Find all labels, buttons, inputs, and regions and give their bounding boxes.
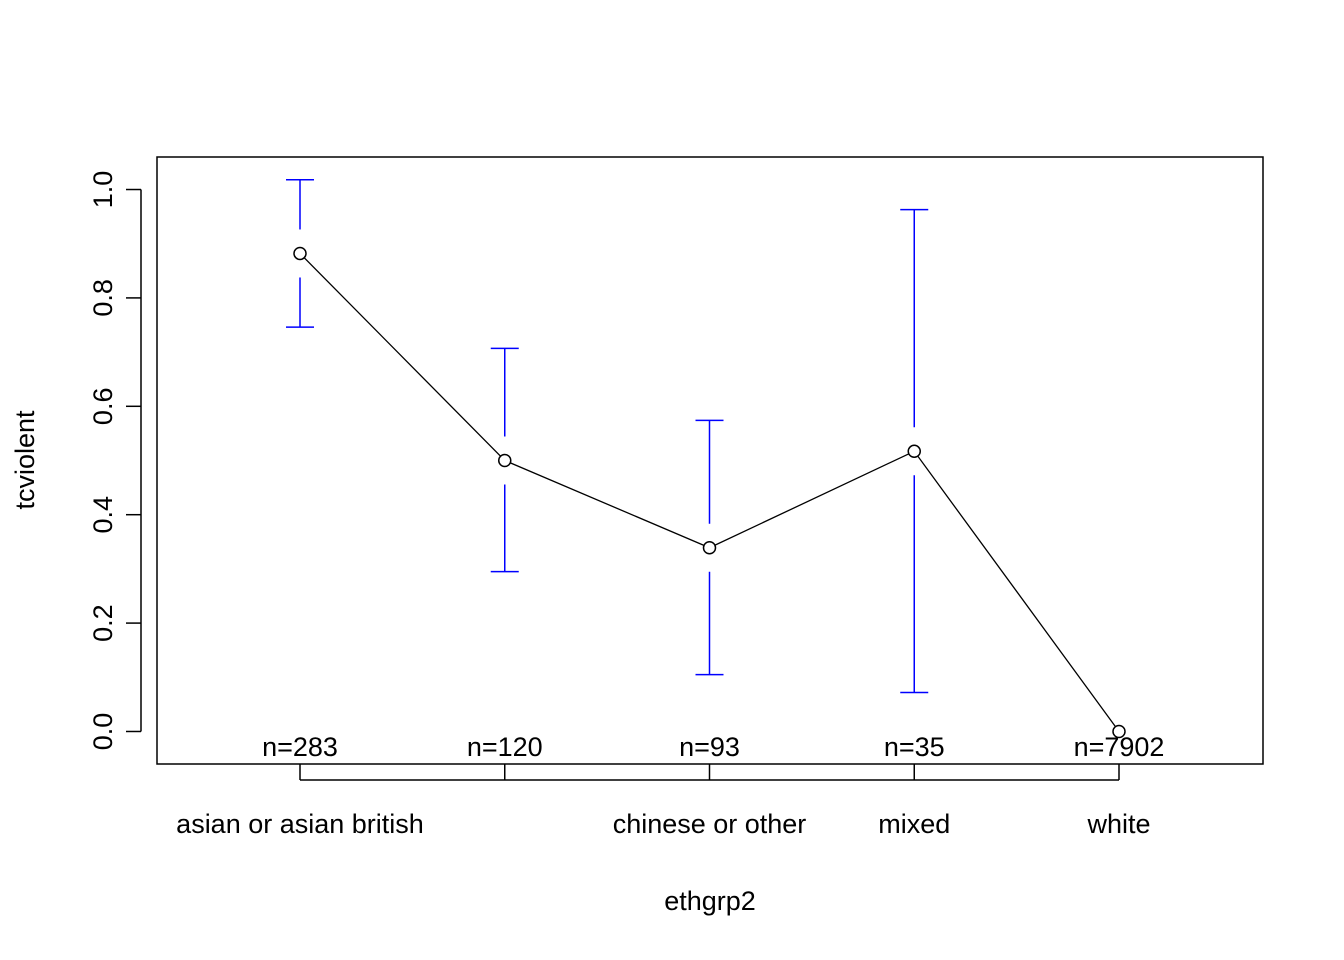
y-tick-label: 0.0 [88, 713, 118, 751]
y-tick-label: 0.2 [88, 604, 118, 642]
count-label: n=283 [262, 732, 338, 762]
y-axis-title: tcviolent [10, 410, 40, 510]
error-bar [900, 208, 929, 694]
x-axis: asian or asian british chinese or other mi… [176, 764, 1151, 839]
x-tick-label: mixed [878, 809, 950, 839]
data-point [1112, 724, 1126, 739]
count-label: n=93 [679, 732, 740, 762]
count-label: n=120 [467, 732, 543, 762]
y-axis: 0.0 0.2 0.4 0.6 0.8 1.0 [88, 171, 142, 751]
x-axis-title: ethgrp2 [664, 886, 756, 916]
error-bar [695, 419, 724, 676]
y-tick-label: 0.8 [88, 279, 118, 317]
data-point [907, 444, 921, 459]
x-tick-label: asian or asian british [176, 809, 424, 839]
data-point [498, 453, 512, 468]
error-bar [286, 179, 314, 328]
series-line [293, 246, 1126, 739]
error-bars [286, 179, 929, 694]
y-tick-label: 0.4 [88, 496, 118, 534]
x-tick-label: chinese or other [613, 809, 807, 839]
data-point [702, 541, 717, 555]
count-label: n=35 [884, 732, 945, 762]
data-point [293, 246, 307, 261]
error-bar [490, 347, 519, 573]
y-tick-label: 1.0 [88, 171, 118, 209]
count-label: n=7902 [1074, 732, 1165, 762]
count-labels: n=283 n=120 n=93 n=35 n=7902 [262, 732, 1164, 762]
x-tick-label: white [1086, 809, 1150, 839]
y-tick-label: 0.6 [88, 388, 118, 426]
